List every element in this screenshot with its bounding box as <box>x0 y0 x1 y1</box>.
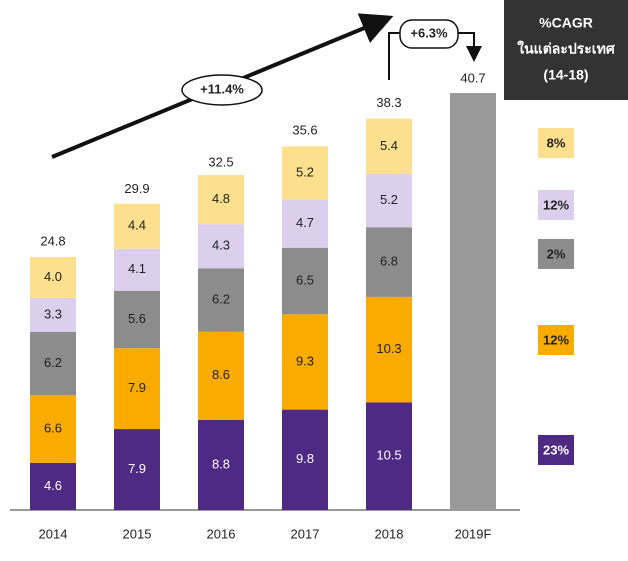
value-label: 6.2 <box>44 355 62 370</box>
bar-segment <box>282 199 328 248</box>
value-label: 6.8 <box>380 254 398 269</box>
legend-swatch <box>538 325 574 355</box>
value-label: 8.8 <box>212 456 230 471</box>
legend-label: 8% <box>547 135 566 150</box>
bar-segment <box>30 462 76 510</box>
x-tick-label: 2017 <box>291 526 320 541</box>
x-tick-label: 2019F <box>455 526 492 541</box>
annotation: +11.4% <box>200 81 244 96</box>
legend-swatch <box>538 435 574 465</box>
x-tick-label: 2015 <box>123 526 152 541</box>
bar-segment <box>114 248 160 291</box>
bar-segment <box>282 146 328 200</box>
bar-segment <box>198 224 244 269</box>
legend-title: %CAGR <box>539 15 593 31</box>
annotation-bubble <box>181 74 263 106</box>
value-label: 7.9 <box>128 380 146 395</box>
bar-segment <box>30 256 76 298</box>
value-label: 8.6 <box>212 367 230 382</box>
value-label: 10.5 <box>376 448 401 463</box>
bar-segment <box>282 409 328 510</box>
bar-segment <box>366 296 412 403</box>
value-label: 6.6 <box>44 421 62 436</box>
annotation-bubble <box>399 19 459 49</box>
value-label: 3.3 <box>44 306 62 321</box>
bar-segment <box>114 203 160 249</box>
legend-label: 2% <box>547 246 566 261</box>
bar-segment <box>282 247 328 315</box>
value-label: 5.2 <box>296 164 314 179</box>
bar-segment <box>30 395 76 463</box>
legend-swatch <box>538 128 574 158</box>
total-label: 24.8 <box>40 233 65 248</box>
value-label: 4.0 <box>44 269 62 284</box>
bar-segment <box>114 348 160 430</box>
bar-segment <box>198 268 244 332</box>
value-label: 6.2 <box>212 291 230 306</box>
bar-segment <box>198 175 244 225</box>
value-label: 4.8 <box>212 191 230 206</box>
value-label: 7.9 <box>128 461 146 476</box>
bar-segment <box>198 419 244 510</box>
x-tick-label: 2014 <box>39 526 68 541</box>
x-tick-label: 2016 <box>207 526 236 541</box>
bar-segment <box>30 297 76 332</box>
bar-segment <box>366 402 412 510</box>
legend-header <box>504 0 628 100</box>
value-label: 10.3 <box>376 341 401 356</box>
x-tick-label: 2018 <box>375 526 404 541</box>
value-label: 9.3 <box>296 353 314 368</box>
legend-title: (14-18) <box>543 67 588 83</box>
value-label: 5.6 <box>128 311 146 326</box>
value-label: 4.3 <box>212 238 230 253</box>
legend-label: 23% <box>543 442 569 457</box>
legend-label: 12% <box>543 197 569 212</box>
bar-segment <box>282 314 328 410</box>
value-label: 4.6 <box>44 478 62 493</box>
legend-swatch <box>538 190 574 220</box>
forecast-bar <box>450 93 496 510</box>
bar-segment <box>198 331 244 420</box>
value-label: 4.4 <box>128 218 146 233</box>
bar-segment <box>366 173 412 228</box>
total-label: 35.6 <box>292 123 317 138</box>
total-label: 32.5 <box>208 154 233 169</box>
total-label: 40.7 <box>460 70 485 85</box>
legend-title: ในแต่ละประเทศ <box>517 40 616 57</box>
value-label: 9.8 <box>296 451 314 466</box>
bar-segment <box>114 290 160 349</box>
bar-segment <box>114 429 160 510</box>
total-label: 38.3 <box>376 95 401 110</box>
bar-segment <box>366 118 412 174</box>
bar-segment <box>30 331 76 396</box>
bar-segment <box>366 227 412 297</box>
value-label: 4.1 <box>128 261 146 276</box>
legend-swatch <box>538 239 574 269</box>
annotation: +6.3% <box>410 25 448 40</box>
value-label: 4.7 <box>296 215 314 230</box>
value-label: 5.4 <box>380 138 398 153</box>
value-label: 6.5 <box>296 272 314 287</box>
value-label: 5.2 <box>380 192 398 207</box>
legend-label: 12% <box>543 332 569 347</box>
total-label: 29.9 <box>124 181 149 196</box>
